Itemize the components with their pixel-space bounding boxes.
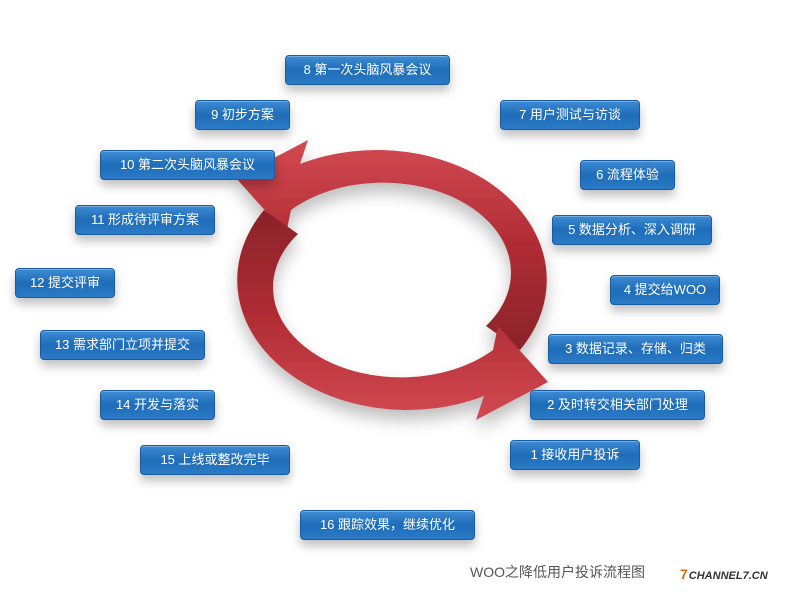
step-label: 5 数据分析、深入调研 <box>568 222 696 237</box>
step-label: 8 第一次头脑风暴会议 <box>304 62 432 77</box>
step-14: 14 开发与落实 <box>100 390 215 420</box>
step-16: 16 跟踪效果，继续优化 <box>300 510 475 540</box>
step-label: 11 形成待评审方案 <box>91 212 199 227</box>
step-label: 1 接收用户投诉 <box>531 447 620 462</box>
step-12: 12 提交评审 <box>15 268 115 298</box>
step-10: 10 第二次头脑风暴会议 <box>100 150 275 180</box>
step-label: 6 流程体验 <box>596 167 659 182</box>
step-5: 5 数据分析、深入调研 <box>552 215 712 245</box>
attribution-logo: 7CHANNEL7.CN <box>680 566 768 582</box>
step-15: 15 上线或整改完毕 <box>140 445 290 475</box>
step-label: 4 提交给WOO <box>624 282 706 297</box>
step-8: 8 第一次头脑风暴会议 <box>285 55 450 85</box>
step-label: 9 初步方案 <box>211 107 274 122</box>
step-7: 7 用户测试与访谈 <box>500 100 640 130</box>
step-label: 12 提交评审 <box>30 275 100 290</box>
step-label: 10 第二次头脑风暴会议 <box>120 157 255 172</box>
step-label: 14 开发与落实 <box>116 397 199 412</box>
step-2: 2 及时转交相关部门处理 <box>530 390 705 420</box>
step-4: 4 提交给WOO <box>610 275 720 305</box>
diagram-caption: WOO之降低用户投诉流程图 <box>470 562 645 582</box>
step-label: 16 跟踪效果，继续优化 <box>320 517 455 532</box>
step-9: 9 初步方案 <box>195 100 290 130</box>
step-1: 1 接收用户投诉 <box>510 440 640 470</box>
step-label: 2 及时转交相关部门处理 <box>547 397 688 412</box>
logo-seven-icon: 7 <box>680 566 688 582</box>
step-label: 15 上线或整改完毕 <box>160 452 269 467</box>
step-label: 3 数据记录、存储、归类 <box>565 341 706 356</box>
step-label: 7 用户测试与访谈 <box>519 107 621 122</box>
step-13: 13 需求部门立项并提交 <box>40 330 205 360</box>
step-6: 6 流程体验 <box>580 160 675 190</box>
logo-text: CHANNEL7.CN <box>689 570 768 582</box>
step-11: 11 形成待评审方案 <box>75 205 215 235</box>
step-label: 13 需求部门立项并提交 <box>55 337 190 352</box>
step-3: 3 数据记录、存储、归类 <box>548 334 723 364</box>
